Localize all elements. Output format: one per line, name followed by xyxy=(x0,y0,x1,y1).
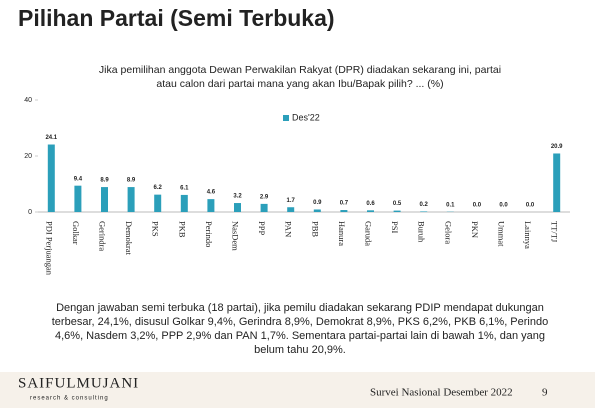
logo-sub: research & consulting xyxy=(30,396,109,402)
value-label: 6.1 xyxy=(180,185,189,191)
x-tick-label: Buruh xyxy=(417,221,427,243)
x-tick-label: Garuda xyxy=(364,221,374,246)
x-tick-label: Golkar xyxy=(71,221,81,245)
survey-name: Survei Nasional Desember 2022 xyxy=(370,387,513,399)
bar xyxy=(287,207,295,212)
value-label: 0.0 xyxy=(499,203,508,209)
x-tick-label: PKS xyxy=(151,221,161,237)
bar xyxy=(260,203,268,212)
summary: Dengan jawaban semi terbuka (18 partai),… xyxy=(52,302,548,356)
summary-line: belum tahu 20,9%. xyxy=(254,344,346,356)
x-tick-label: PPP xyxy=(257,221,267,235)
x-tick-label: PDI Perjuangan xyxy=(44,221,54,276)
value-label: 0.0 xyxy=(526,203,535,209)
footer-band xyxy=(0,372,595,408)
x-tick-label: PBB xyxy=(310,221,320,237)
chart: 0 20 40 Des'22 PDI Perjuangan 24.1 Golkar 9.4 Ge… xyxy=(24,97,570,276)
x-tick-label: NasDem xyxy=(231,221,241,251)
bar xyxy=(127,187,135,212)
value-label: 2.9 xyxy=(260,194,269,200)
x-tick-label: TT/TJ xyxy=(550,221,560,243)
bar xyxy=(47,144,55,212)
y-tick-label: 20 xyxy=(24,153,32,160)
value-label: 9.4 xyxy=(74,176,83,182)
x-tick-label: Hanura xyxy=(337,221,347,246)
value-label: 0.9 xyxy=(313,200,322,206)
value-label: 1.7 xyxy=(287,198,296,204)
bar xyxy=(393,210,401,212)
bar xyxy=(340,210,348,212)
value-label: 8.9 xyxy=(127,178,136,184)
x-tick-label: Ummat xyxy=(497,221,507,247)
value-label: 0.6 xyxy=(366,201,375,207)
x-tick-label: PSI xyxy=(390,221,400,233)
value-label: 6.2 xyxy=(154,185,163,191)
value-label: 0.2 xyxy=(420,202,429,208)
summary-line: terbesar, 24,1%, disusul Golkar 9,4%, Ge… xyxy=(52,316,548,328)
value-label: 24.1 xyxy=(45,135,57,141)
y-tick-label: 0 xyxy=(28,209,32,216)
value-label: 0.5 xyxy=(393,201,402,207)
value-label: 0.1 xyxy=(446,202,455,208)
x-tick-label: Perindo xyxy=(204,221,214,247)
slide-title: Pilihan Partai (Semi Terbuka) xyxy=(18,5,335,31)
x-tick-label: Gelora xyxy=(443,221,453,244)
x-tick-label: Lainnya xyxy=(523,221,533,249)
y-tick-label: 40 xyxy=(24,97,32,104)
value-label: 0.7 xyxy=(340,201,349,207)
legend-label: Des'22 xyxy=(292,112,320,122)
value-label: 8.9 xyxy=(100,178,109,184)
page-number: 9 xyxy=(542,387,548,399)
bar xyxy=(420,211,428,212)
value-label: 0.0 xyxy=(473,203,482,209)
x-tick-label: PKB xyxy=(177,221,187,238)
x-tick-label: Demokrat xyxy=(124,221,134,256)
chart-title: Jika pemilihan anggota Dewan Perwakilan … xyxy=(99,64,501,76)
value-label: 4.6 xyxy=(207,190,216,196)
bar xyxy=(313,209,321,212)
value-label: 20.9 xyxy=(551,144,563,150)
x-tick-label: Gerindra xyxy=(98,221,108,251)
summary-line: 4,6%, Nasdem 3,2%, PPP 2,9% dan PAN 1,7%… xyxy=(55,330,545,342)
bar xyxy=(553,153,561,212)
summary-line: Dengan jawaban semi terbuka (18 partai),… xyxy=(56,302,544,314)
bar xyxy=(180,194,188,212)
value-label: 3.2 xyxy=(233,194,242,200)
bar xyxy=(367,210,374,212)
logo: SAIFULMUJANI xyxy=(18,375,139,391)
bar xyxy=(207,199,215,212)
bar xyxy=(74,185,82,212)
legend-swatch xyxy=(283,115,289,121)
x-tick-label: PAN xyxy=(284,221,294,237)
bar xyxy=(101,187,108,212)
bar xyxy=(154,194,162,212)
x-tick-label: PKN xyxy=(470,221,480,238)
chart-title: atau calon dari partai mana yang akan Ib… xyxy=(156,78,443,90)
bar xyxy=(234,203,241,212)
